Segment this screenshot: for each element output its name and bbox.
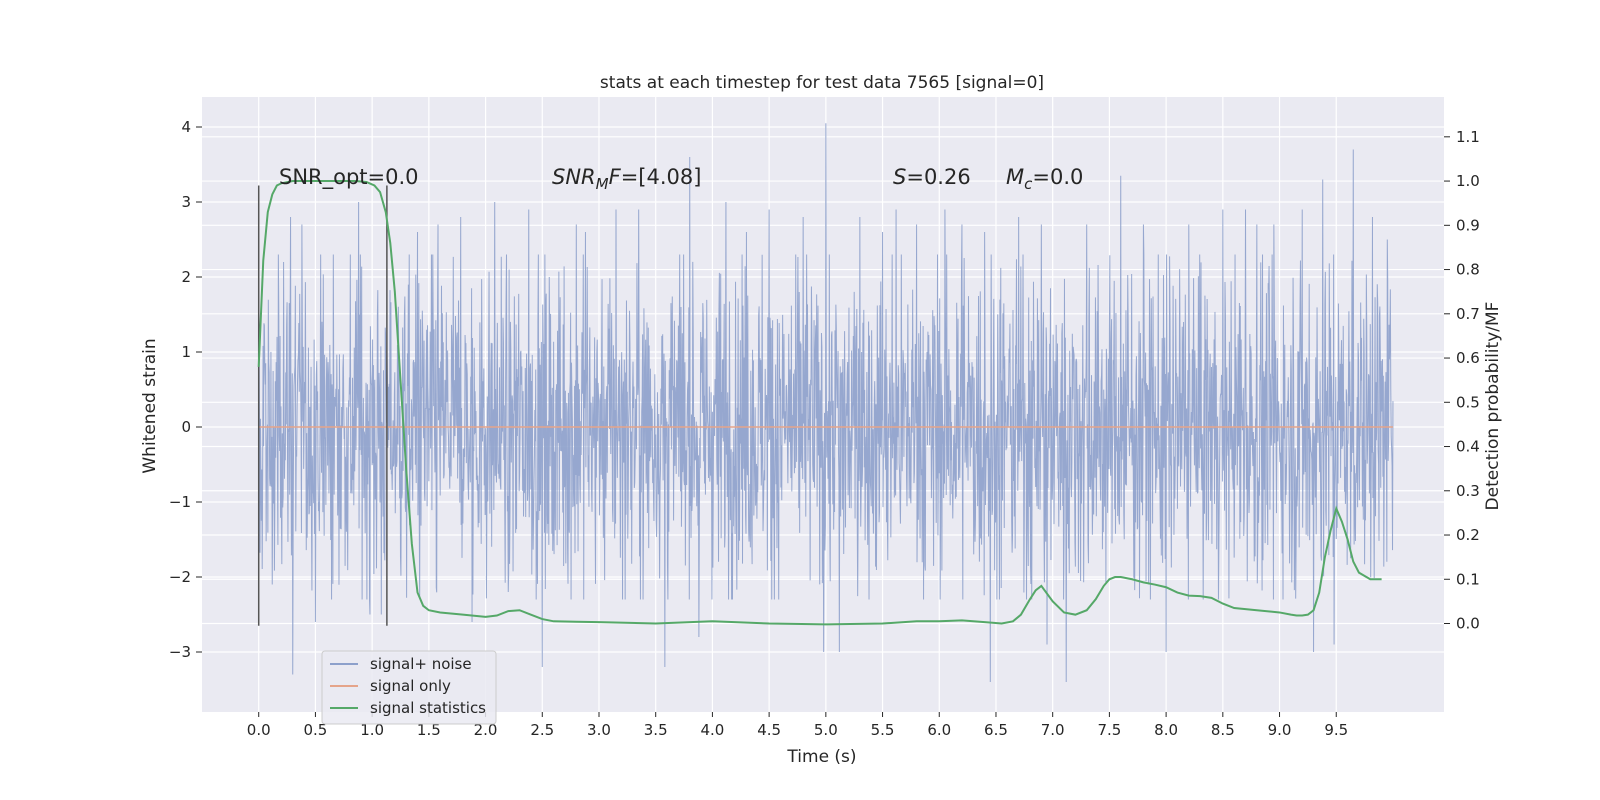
signal-window-markers	[257, 185, 388, 626]
x-tick-label-15: 7.5	[1097, 721, 1121, 739]
x-tick-label-13: 6.5	[984, 721, 1008, 739]
legend-label-signal-statistics: signal statistics	[370, 699, 486, 717]
y2-tick-label-5: 0.6	[1456, 349, 1480, 367]
legend-label-signal-plus-noise: signal+ noise	[370, 655, 472, 673]
y2-tick-label-3: 0.8	[1456, 261, 1480, 279]
annotation-snr-mf-base: SNR	[552, 165, 596, 189]
y2-tick-label-4: 0.7	[1456, 305, 1480, 323]
y2-tick-label-8: 0.3	[1456, 482, 1480, 500]
y2-tick-label-11: 0.0	[1456, 615, 1480, 633]
y-tick-label-4: 0	[181, 418, 191, 436]
y2-tick-label-6: 0.5	[1456, 393, 1480, 411]
annotation-s-symbol: S	[893, 165, 906, 189]
y2-tick-label-1: 1.0	[1456, 172, 1480, 190]
legend-frame	[321, 650, 497, 725]
y-tick-label-1: 3	[181, 193, 191, 211]
x-tick-label-17: 8.5	[1211, 721, 1235, 739]
annotation-snr-mf-value: =[4.08]	[621, 165, 702, 189]
x-tick-label-0: 0.0	[247, 721, 271, 739]
y2-tick-label-0: 1.1	[1456, 128, 1480, 146]
x-tick-label-7: 3.5	[644, 721, 668, 739]
legend-label-signal-only: signal only	[370, 677, 451, 695]
x-tick-label-2: 1.0	[360, 721, 384, 739]
series-signal-statistics-line	[257, 180, 1382, 626]
x-axis-label: Time (s)	[786, 747, 856, 767]
x-tick-label-11: 5.5	[871, 721, 895, 739]
x-tick-label-8: 4.0	[700, 721, 724, 739]
y-axis-ticks: 4 3 2 1 0 −1 −2 −3	[169, 118, 202, 661]
y-tick-label-2: 2	[181, 268, 191, 286]
x-tick-label-4: 2.0	[474, 721, 498, 739]
y-axis-label: Whitened strain	[140, 338, 160, 473]
y-tick-label-0: 4	[181, 118, 191, 136]
x-tick-label-14: 7.0	[1041, 721, 1065, 739]
y-tick-label-5: −1	[169, 493, 191, 511]
x-tick-label-19: 9.5	[1324, 721, 1348, 739]
y-tick-label-6: −2	[169, 568, 191, 586]
x-axis-ticks: 0.0 0.5 1.0 1.5 2.0 2.5 3.0 3.5 4.0 4.5 5.0 5.5 6.0 6…	[247, 712, 1348, 739]
x-tick-label-6: 3.0	[587, 721, 611, 739]
y-tick-label-3: 1	[181, 343, 191, 361]
annotation-mc-symbol: M	[1006, 165, 1024, 189]
annotation-snr-mf: SNRMF=[4.08]	[552, 165, 701, 193]
annotation-snr-mf-tail: F	[609, 165, 622, 189]
annotation-snr-opt: SNR_opt=0.0	[279, 165, 419, 190]
x-tick-label-1: 0.5	[303, 721, 327, 739]
annotation-mc-sub: c	[1024, 175, 1033, 193]
annotation-s: S=0.26	[893, 165, 971, 189]
series-signal-plus-noise	[258, 123, 1394, 683]
y2-tick-label-2: 0.9	[1456, 216, 1480, 234]
x-tick-label-10: 5.0	[814, 721, 838, 739]
annotation-mc-value: =0.0	[1032, 165, 1083, 189]
y2-axis-ticks: 1.1 1.0 0.9 0.8 0.7 0.6 0.5 0.4 0.3 0.2 0.1 0.0	[1444, 128, 1480, 633]
signal-plus-noise-trace	[258, 123, 1394, 683]
y-tick-label-7: −3	[169, 643, 191, 661]
y2-tick-label-7: 0.4	[1456, 438, 1480, 456]
y2-tick-label-9: 0.2	[1456, 526, 1480, 544]
x-tick-label-18: 9.0	[1268, 721, 1292, 739]
annotation-mc: Mc=0.0	[1006, 165, 1083, 193]
x-tick-label-9: 4.5	[757, 721, 781, 739]
chart-title: stats at each timestep for test data 756…	[600, 73, 1044, 93]
y2-tick-label-10: 0.1	[1456, 570, 1480, 588]
legend: signal+ noise signal only signal statist…	[321, 650, 497, 725]
x-tick-label-5: 2.5	[530, 721, 554, 739]
x-tick-label-16: 8.0	[1154, 721, 1178, 739]
annotation-snr-mf-sub: M	[596, 175, 609, 193]
annotation-s-value: =0.26	[906, 165, 970, 189]
x-tick-label-12: 6.0	[927, 721, 951, 739]
x-tick-label-3: 1.5	[417, 721, 441, 739]
y2-axis-label: Detection probability/MF	[1483, 302, 1503, 511]
